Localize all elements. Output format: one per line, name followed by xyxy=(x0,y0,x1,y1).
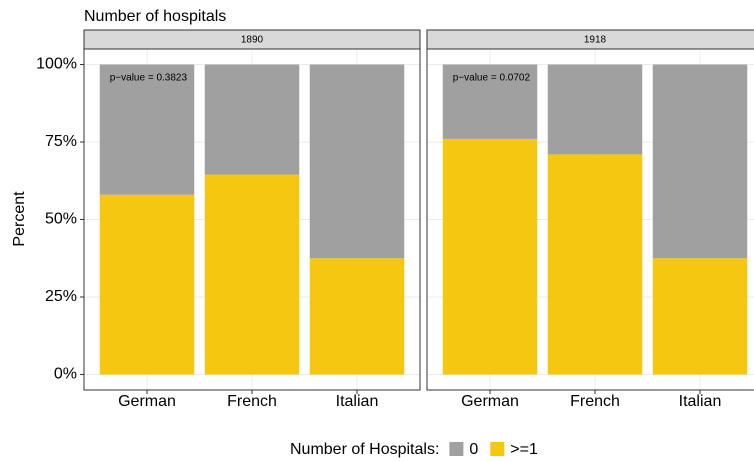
strip-label: 1890 xyxy=(241,35,264,46)
x-tick-label: German xyxy=(461,393,519,410)
strip xyxy=(426,29,754,50)
bar-segment xyxy=(442,138,538,375)
bar-segment xyxy=(99,64,195,195)
x-tick-label: Italian xyxy=(679,393,722,410)
x-tick-label: French xyxy=(570,393,620,410)
legend-swatch xyxy=(449,442,464,456)
legend-swatch xyxy=(490,442,505,456)
bar-segment xyxy=(204,64,300,175)
legend-title: Number of Hospitals: xyxy=(290,441,439,458)
bar-segment xyxy=(652,64,748,259)
annotation: p−value = 0.3823 xyxy=(110,73,188,84)
x-tick-label: German xyxy=(118,393,176,410)
bar-segment xyxy=(309,258,405,375)
chart-title: Number of hospitals xyxy=(84,8,226,25)
strip-label: 1918 xyxy=(584,35,607,46)
y-tick-label: 50% xyxy=(45,211,77,228)
y-tick-label: 0% xyxy=(54,366,77,383)
y-tick-label: 25% xyxy=(45,288,77,305)
annotation: p−value = 0.0702 xyxy=(453,73,531,84)
bar-segment xyxy=(547,154,643,375)
bar-segment xyxy=(99,194,195,375)
strip xyxy=(83,29,421,50)
bar-segment xyxy=(204,174,300,375)
bar-segment xyxy=(652,258,748,375)
legend-label: 0 xyxy=(469,441,478,458)
legend-label: >=1 xyxy=(510,441,538,458)
y-tick-label: 75% xyxy=(45,133,77,150)
bar-segment xyxy=(309,64,405,259)
y-axis-label: Percent xyxy=(11,191,28,247)
x-tick-label: French xyxy=(227,393,277,410)
x-tick-label: Italian xyxy=(336,393,379,410)
y-tick-label: 100% xyxy=(36,56,77,73)
bar-segment xyxy=(442,64,538,139)
bar-segment xyxy=(547,64,643,155)
